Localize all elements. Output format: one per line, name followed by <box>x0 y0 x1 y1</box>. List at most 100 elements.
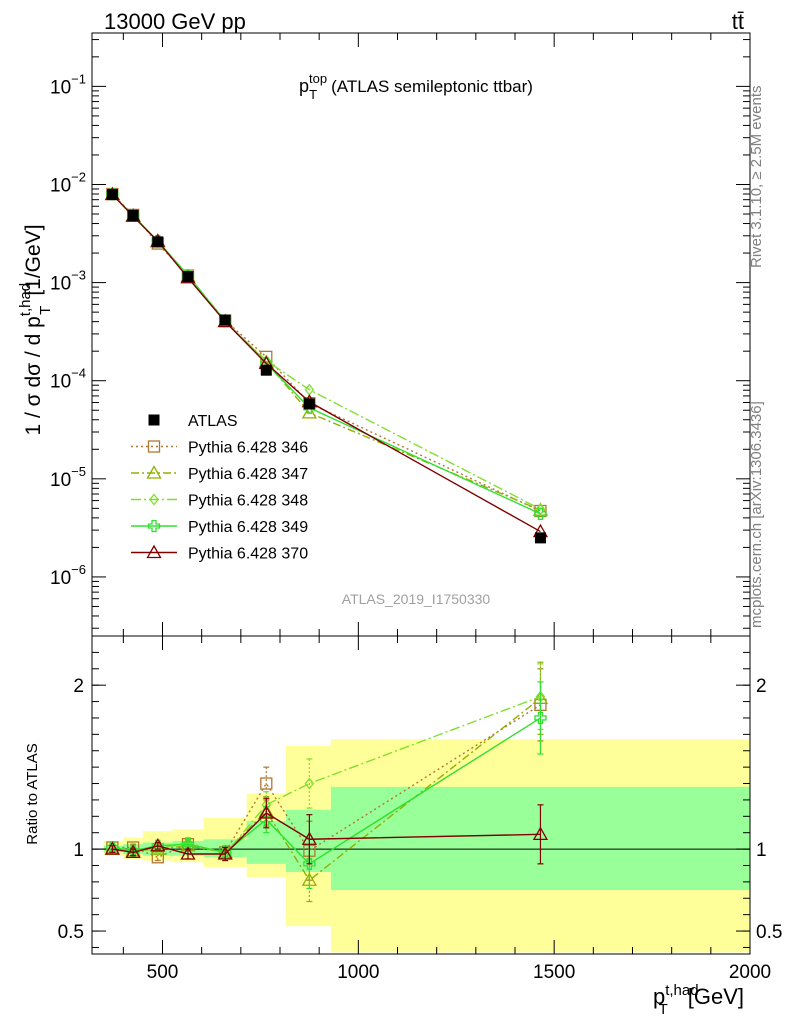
legend-marker-p347 <box>146 465 162 479</box>
main-point-data-1 <box>127 209 139 221</box>
ratio-line-p349 <box>112 717 541 865</box>
ratio-ytick-label-left-1: 1 <box>73 840 84 861</box>
x-tick-label-0: 500 <box>147 962 179 983</box>
ratio-point-p370-3 <box>180 846 196 860</box>
main-ytick-label-5: 10−1 <box>50 71 86 98</box>
main-line-p348 <box>111 194 541 510</box>
ratio-point-p346-5 <box>260 777 273 790</box>
ratio-point-p349-7 <box>534 711 547 725</box>
header-right: tt̄ <box>732 9 744 34</box>
legend-label-p348: Pythia 6.428 348 <box>188 493 308 510</box>
main-ytick-label-4: 10−2 <box>50 169 86 196</box>
ratio-line-p370 <box>112 812 541 855</box>
main-ytick-label-exp-3: −3 <box>71 268 86 283</box>
main-point-data-0 <box>106 189 118 201</box>
main-line-p347 <box>111 194 541 511</box>
main-ytick-label-3: 10−3 <box>50 268 86 295</box>
plot-frames <box>91 32 751 955</box>
main-ytick-label-exp-4: −2 <box>71 169 86 184</box>
legend-marker-p349 <box>147 519 161 533</box>
x-tick-label-2: 1500 <box>533 962 575 983</box>
main-point-data-6 <box>303 398 315 410</box>
main-point-data-3 <box>182 271 194 283</box>
ratio-series-p370 <box>104 797 549 865</box>
main-point-p348-7 <box>535 503 546 516</box>
main-line-p349 <box>111 193 541 515</box>
main-ytick-label-exp-2: −4 <box>71 366 86 381</box>
legend-entry-p370: Pythia 6.428 370 <box>131 544 308 563</box>
axis-ticks <box>92 33 751 954</box>
main-point-data-5 <box>260 364 272 376</box>
uncertainty-bands <box>103 739 750 953</box>
rivet-version-text: Rivet 3.1.10, ≥ 2.5M events <box>748 86 765 269</box>
x-axis-label: pt,had T[GeV] <box>653 982 744 1018</box>
main-ytick-label-base-5: 10 <box>50 77 71 98</box>
legend: ATLAS Pythia 6.428 346 Pythia 6.428 347 Pyt… <box>131 413 308 563</box>
ratio-point-p370-7 <box>532 826 549 840</box>
main-ytick-label-base-2: 10 <box>50 372 71 393</box>
main-point-data-7 <box>534 532 546 544</box>
legend-entry-data: ATLAS <box>148 413 238 430</box>
main-y-axis-label: 1 / σ dσ / d pt,had T[1/GeV] <box>17 224 54 435</box>
main-ytick-label-exp-5: −1 <box>71 71 86 86</box>
legend-label-p370: Pythia 6.428 370 <box>188 546 308 563</box>
ratio-ytick-label-right-0: 0.5 <box>756 922 782 943</box>
legend-entry-p349: Pythia 6.428 349 <box>131 519 308 536</box>
mcplots-text: mcplots.cern.ch [arXiv:1306.3436] <box>748 401 765 628</box>
main-ytick-label-2: 10−4 <box>50 366 86 393</box>
ratio-point-p348-6 <box>304 777 315 790</box>
main-series-layer <box>104 186 549 544</box>
main-point-p349-7 <box>534 507 547 520</box>
ratio-series-layer <box>104 661 549 903</box>
main-series-data <box>106 189 546 544</box>
main-ytick-label-exp-0: −6 <box>71 562 86 577</box>
main-series-p347 <box>104 186 549 516</box>
ratio-ytick-label-left-2: 2 <box>73 676 84 697</box>
legend-label-data: ATLAS <box>188 413 238 430</box>
legend-entry-p348: Pythia 6.428 348 <box>131 493 308 510</box>
main-ytick-label-1: 10−5 <box>50 464 86 491</box>
main-point-data-4 <box>219 314 231 326</box>
ratio-point-p370-0 <box>104 841 120 855</box>
legend-label-p347: Pythia 6.428 347 <box>188 466 308 483</box>
ratio-point-p370-1 <box>125 844 141 859</box>
axis-labels: 10−610−510−410−310−210−1500 1000 1500 20000… <box>50 71 782 983</box>
legend-marker-p370 <box>146 544 162 559</box>
main-series-p346 <box>106 187 547 518</box>
legend-label-p346: Pythia 6.428 346 <box>188 440 308 457</box>
chart-title: ptop T (ATLAS semileptonic ttbar) <box>299 71 533 102</box>
main-point-p347-6 <box>301 405 317 419</box>
ratio-ytick-label-right-2: 2 <box>756 676 767 697</box>
analysis-watermark: ATLAS_2019_I1750330 <box>342 591 491 607</box>
main-ytick-label-base-0: 10 <box>50 568 71 589</box>
ratio-point-p370-2 <box>150 837 166 852</box>
main-line-p346 <box>111 193 541 512</box>
main-ytick-label-0: 10−6 <box>50 562 86 589</box>
legend-entry-p346: Pythia 6.428 346 <box>131 440 308 457</box>
ratio-y-axis-label: Ratio to ATLAS <box>24 743 41 844</box>
main-ytick-label-exp-1: −5 <box>71 464 86 479</box>
legend-marker-p348 <box>149 493 159 506</box>
ratio-ytick-label-left-0: 0.5 <box>58 922 84 943</box>
main-series-p370 <box>104 186 549 538</box>
legend-marker-p346 <box>147 440 161 453</box>
main-ytick-label-base-4: 10 <box>50 175 71 196</box>
main-point-data-2 <box>152 236 164 248</box>
legend-marker-data <box>148 414 160 426</box>
main-series-p349 <box>106 188 547 520</box>
x-tick-label-1: 1000 <box>337 962 379 983</box>
header-left: 13000 GeV pp <box>104 9 246 34</box>
main-ytick-label-base-1: 10 <box>50 470 71 491</box>
main-ytick-label-base-3: 10 <box>50 274 71 295</box>
main-series-p348 <box>107 188 546 516</box>
x-tick-label-3: 2000 <box>729 962 771 983</box>
legend-entry-p347: Pythia 6.428 347 <box>131 465 308 483</box>
ratio-point-p370-4 <box>217 846 233 860</box>
ratio-point-p349-6 <box>303 857 316 870</box>
ratio-point-p370-6 <box>301 831 317 845</box>
ratio-ytick-label-right-1: 1 <box>756 840 767 861</box>
ratio-point-p370-5 <box>258 805 274 819</box>
legend-label-p349: Pythia 6.428 349 <box>188 519 308 536</box>
ratio-frame <box>91 635 751 955</box>
